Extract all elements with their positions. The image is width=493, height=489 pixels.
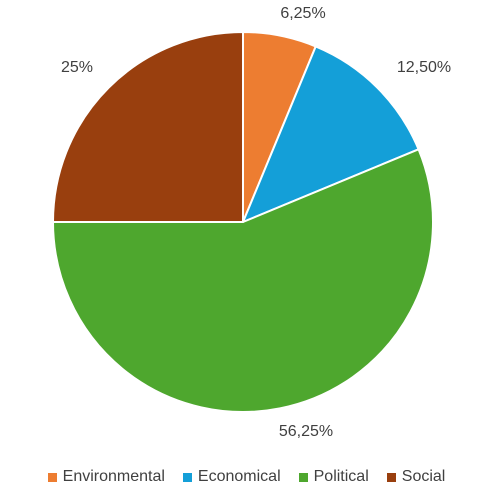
legend-swatch-economical: [182, 472, 192, 482]
pie-data-labels: 6,25% 12,50% 56,25% 25%: [61, 5, 451, 440]
legend-label-political: Political: [313, 468, 369, 485]
data-label-environmental: 6,25%: [280, 5, 325, 22]
legend-swatch-political: [298, 472, 308, 482]
legend-label-economical: Economical: [197, 468, 281, 485]
data-label-political: 56,25%: [279, 423, 333, 440]
legend-item-political[interactable]: Political: [298, 468, 369, 486]
pie-slice-economical[interactable]: [242, 45, 420, 223]
legend-item-environmental[interactable]: Environmental: [47, 468, 165, 486]
legend: Environmental Economical Political Socia…: [0, 466, 493, 488]
data-label-economical: 12,50%: [397, 59, 451, 76]
legend-swatch-social: [386, 472, 396, 482]
pie-slices: [52, 31, 434, 413]
legend-label-social: Social: [401, 468, 446, 485]
legend-swatch-environmental: [47, 472, 57, 482]
legend-item-social[interactable]: Social: [386, 468, 446, 486]
data-label-social: 25%: [61, 59, 93, 76]
legend-label-environmental: Environmental: [62, 468, 165, 485]
pie-slice-social[interactable]: [52, 31, 244, 223]
legend-item-economical[interactable]: Economical: [182, 468, 281, 486]
pie-slice-political[interactable]: [52, 148, 434, 413]
